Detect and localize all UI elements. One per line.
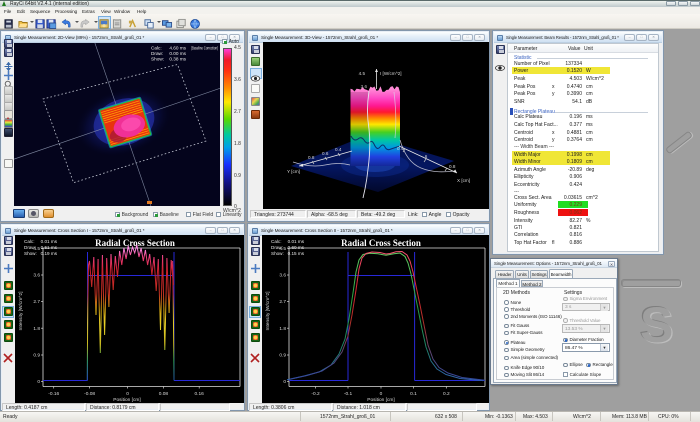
svg-text:0.2: 0.2 [443, 391, 450, 397]
svg-text:0.15 ms: 0.15 ms [288, 251, 305, 256]
svg-text:0.60 ms: 0.60 ms [288, 245, 305, 250]
svg-text:Intensity [W/cm^2]: Intensity [W/cm^2] [265, 291, 271, 330]
svg-text:-.6: -.6 [422, 154, 428, 159]
svg-text:Draw:: Draw: [271, 245, 283, 250]
svg-text:Draw:: Draw: [24, 245, 36, 250]
svg-text:0: 0 [126, 391, 129, 397]
svg-text:3.6: 3.6 [279, 273, 286, 279]
svg-text:0.9: 0.9 [33, 353, 40, 359]
svg-text:0.8: 0.8 [308, 155, 315, 160]
svg-text:0: 0 [380, 391, 383, 397]
svg-text:0.08: 0.08 [159, 391, 169, 397]
svg-text:(Baseline Correction): (Baseline Correction) [191, 46, 218, 51]
svg-text:Radial Cross Section: Radial Cross Section [341, 238, 421, 248]
svg-text:Position [cm]: Position [cm] [367, 397, 394, 403]
svg-text:2.7: 2.7 [279, 299, 286, 305]
svg-text:0.9: 0.9 [279, 353, 286, 359]
svg-text:Intensity [W/cm^2]: Intensity [W/cm^2] [18, 291, 24, 330]
svg-text:0.19 ms: 0.19 ms [41, 251, 58, 256]
svg-text:0.01 ms: 0.01 ms [288, 239, 305, 244]
svg-text:1.8: 1.8 [33, 326, 40, 332]
svg-text:0.1: 0.1 [410, 391, 417, 397]
svg-text:Y [cm]: Y [cm] [287, 169, 300, 174]
svg-text:-0.2: -0.2 [311, 391, 320, 397]
svg-text:0.4: 0.4 [335, 147, 342, 152]
svg-text:Show:: Show: [24, 251, 37, 256]
svg-text:Position [cm]: Position [cm] [113, 397, 140, 403]
svg-text:0.00 ms: 0.00 ms [169, 51, 186, 56]
svg-text:2.7: 2.7 [33, 299, 40, 305]
svg-text:0.8: 0.8 [449, 164, 456, 169]
svg-text:Draw:: Draw: [151, 51, 163, 56]
svg-text:1.8: 1.8 [279, 326, 286, 332]
svg-text:Show:: Show: [151, 57, 164, 62]
svg-text:Calc:: Calc: [271, 239, 281, 244]
svg-text:4.5: 4.5 [33, 246, 40, 252]
svg-text:0.16: 0.16 [195, 391, 205, 397]
svg-text:4.5: 4.5 [359, 71, 366, 76]
svg-text:Calc:: Calc: [24, 239, 34, 244]
svg-text:-0.1: -0.1 [344, 391, 353, 397]
svg-text:4.5: 4.5 [279, 246, 286, 252]
svg-text:4.60 ms: 4.60 ms [169, 46, 186, 51]
svg-text:Radial Cross Section: Radial Cross Section [95, 238, 175, 248]
svg-text:3.6: 3.6 [361, 84, 368, 89]
svg-text:0.51 ms: 0.51 ms [41, 245, 58, 250]
svg-text:X [cm]: X [cm] [457, 178, 470, 183]
svg-text:0: 0 [37, 379, 40, 385]
svg-text:I [W/cm^2]: I [W/cm^2] [380, 71, 402, 76]
svg-text:Calc:: Calc: [151, 46, 162, 51]
svg-text:Show:: Show: [271, 251, 284, 256]
svg-text:0.38 ms: 0.38 ms [169, 57, 186, 62]
svg-text:0: 0 [283, 379, 286, 385]
svg-text:0.6: 0.6 [322, 151, 329, 156]
svg-text:0.01 ms: 0.01 ms [41, 239, 58, 244]
svg-text:3.6: 3.6 [33, 273, 40, 279]
svg-text:-0.08: -0.08 [84, 391, 95, 397]
svg-text:0.4: 0.4 [397, 146, 404, 151]
svg-text:-0.16: -0.16 [48, 391, 59, 397]
